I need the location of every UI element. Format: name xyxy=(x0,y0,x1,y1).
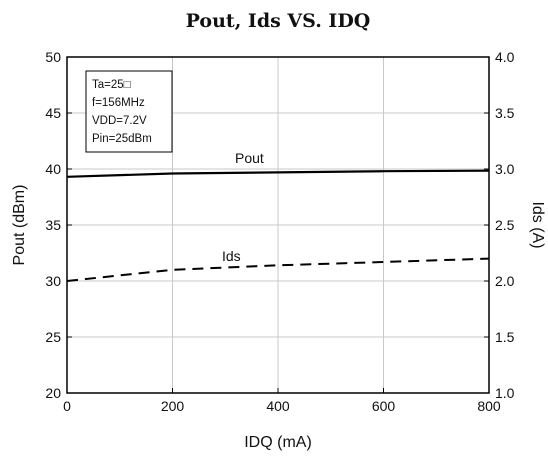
x-axis: 0 200 400 600 800 xyxy=(63,388,501,414)
grid xyxy=(67,57,489,393)
y-tick-label: 40 xyxy=(45,161,61,177)
y-tick-label: 50 xyxy=(45,49,61,65)
x-tick-label: 0 xyxy=(63,398,71,414)
annotation-line: VDD=7.2V xyxy=(92,115,147,127)
y-tick-label: 35 xyxy=(45,217,61,233)
annotation-box: Ta=25□ f=156MHz VDD=7.2V Pin=25dBm xyxy=(85,70,173,153)
y-tick-label: 20 xyxy=(45,385,61,401)
x-tick-label: 200 xyxy=(161,398,185,414)
y-axis-right: 1.0 1.5 2.0 2.5 3.0 3.5 4.0 xyxy=(484,49,515,401)
series-line-pout xyxy=(66,169,490,178)
y-tick-label: 45 xyxy=(45,105,61,121)
y2-tick-label: 3.5 xyxy=(495,105,515,121)
chart-title: Pout, Ids VS. IDQ xyxy=(186,10,371,32)
y2-tick-label: 2.0 xyxy=(495,273,515,289)
y2-tick-label: 1.5 xyxy=(495,329,515,345)
annotation-line: f=156MHz xyxy=(92,97,145,109)
annotation-frame xyxy=(85,70,173,153)
series-label-pout: Pout xyxy=(235,150,264,166)
series-line-ids xyxy=(66,257,490,282)
x-tick-label: 800 xyxy=(477,398,501,414)
series-label-ids: Ids xyxy=(222,248,241,264)
y2-tick-label: 4.0 xyxy=(495,49,515,65)
y-tick-label: 25 xyxy=(45,329,61,345)
y2-tick-label: 2.5 xyxy=(495,217,515,233)
annotation-line: Ta=25□ xyxy=(92,79,131,91)
x-tick-label: 400 xyxy=(266,398,290,414)
annotation-line: Pin=25dBm xyxy=(92,133,152,145)
y-tick-label: 30 xyxy=(45,273,61,289)
x-axis-label: IDQ (mA) xyxy=(244,434,312,451)
y2-axis-label: Ids (A) xyxy=(529,201,546,248)
y2-tick-label: 3.0 xyxy=(495,161,515,177)
y-axis-label: Pout (dBm) xyxy=(11,185,28,266)
series xyxy=(66,169,490,282)
y-axis-left: 20 25 30 35 40 45 50 xyxy=(45,49,72,401)
y2-tick-label: 1.0 xyxy=(495,385,515,401)
x-tick-label: 600 xyxy=(372,398,396,414)
